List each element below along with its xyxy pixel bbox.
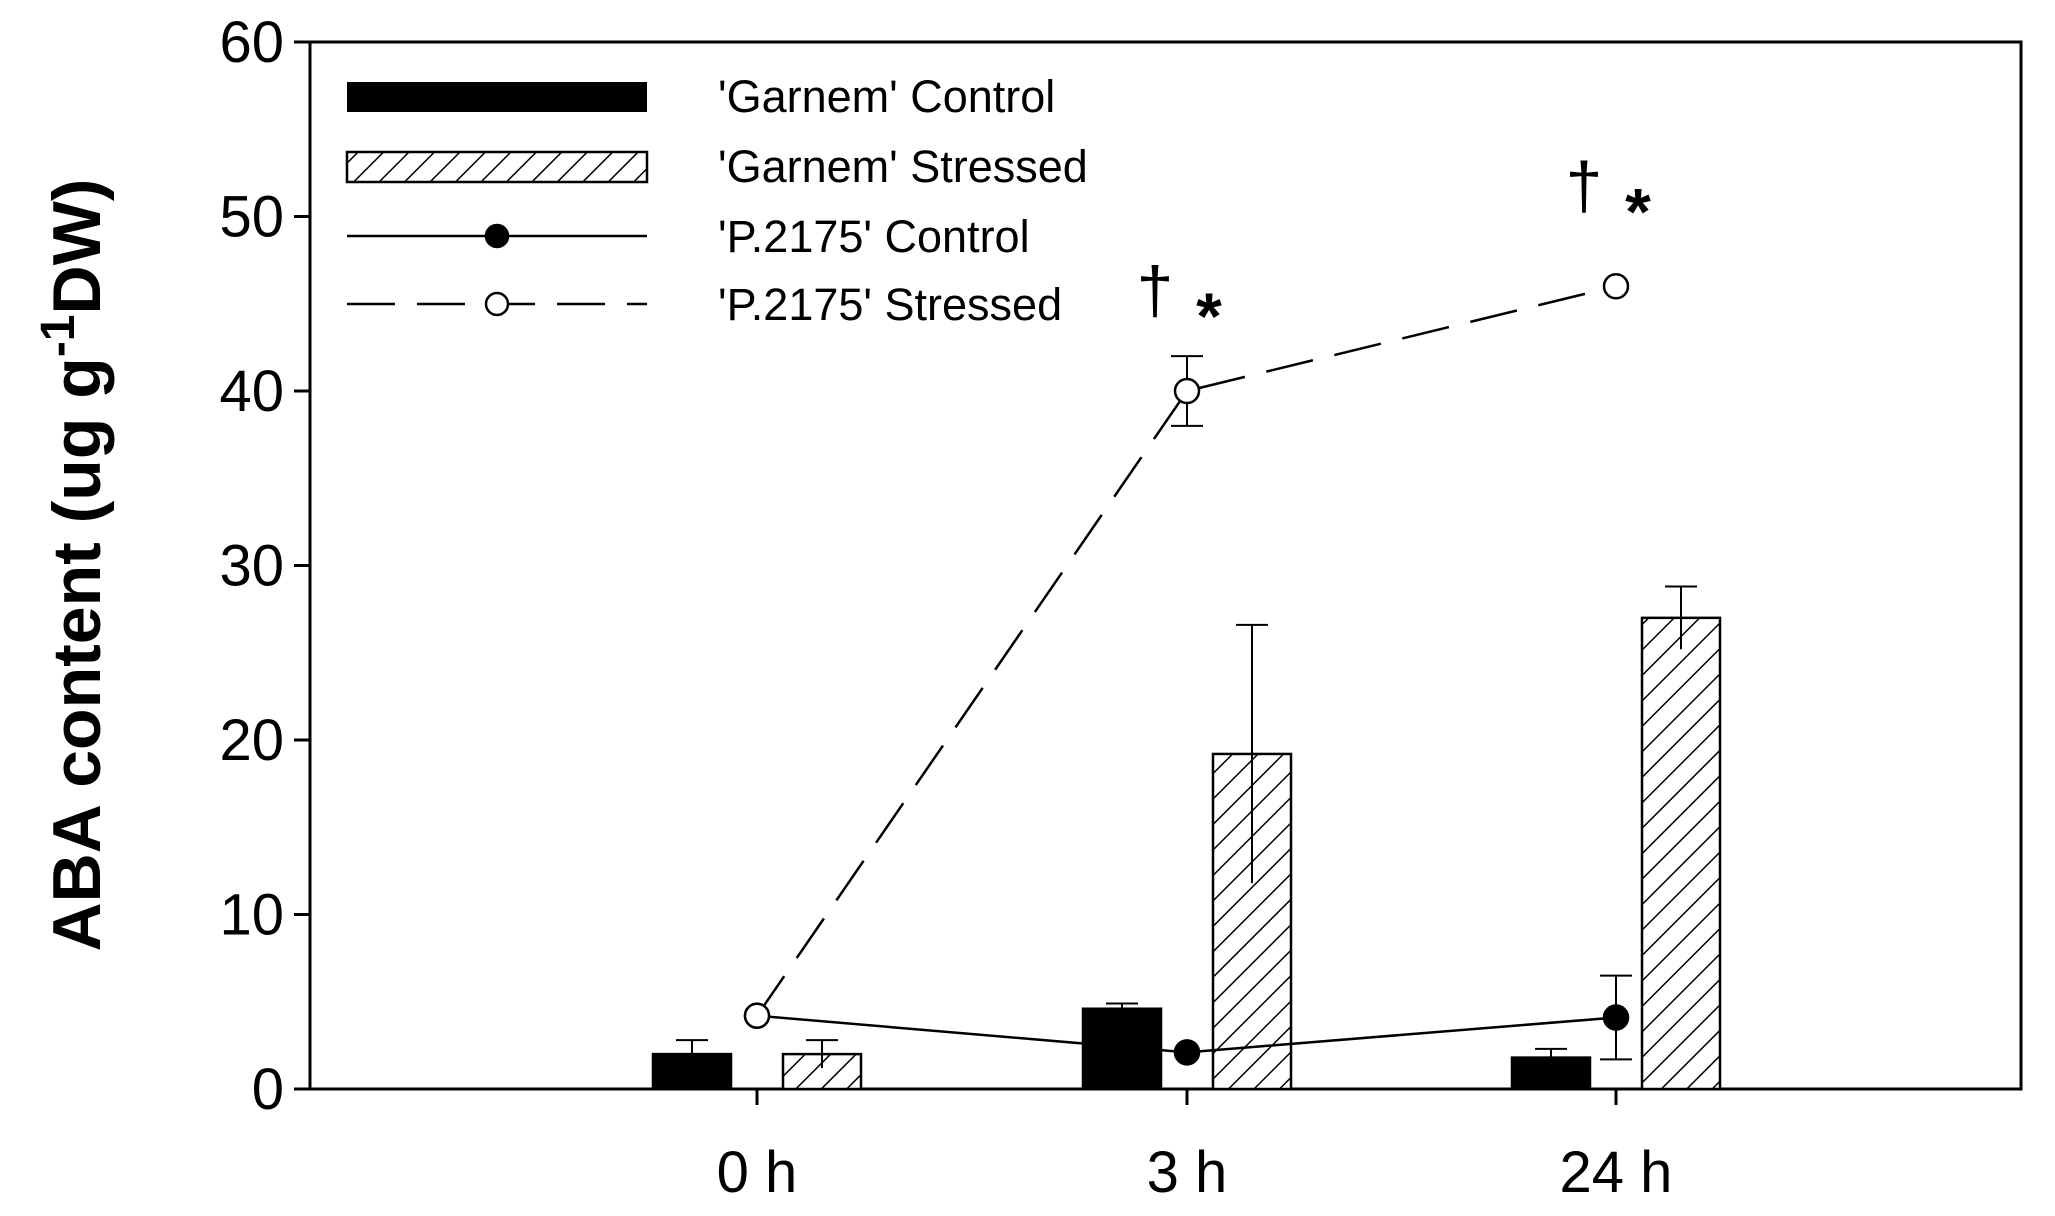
bar-garnem-control xyxy=(1510,1056,1592,1091)
y-tick-label: 30 xyxy=(219,534,284,599)
point-p2175-control xyxy=(1173,1039,1201,1066)
significance-asterisk: * xyxy=(1196,279,1222,353)
y-axis-title-end: DW) xyxy=(39,179,115,315)
legend-label-garnem-stressed: 'Garnem' Stressed xyxy=(718,141,1088,192)
y-tick-label: 40 xyxy=(219,359,284,424)
y-axis: 0 10 20 30 40 50 60 xyxy=(219,10,310,1122)
x-tick-label: 0 h xyxy=(717,1140,798,1205)
y-axis-title-sup: -1 xyxy=(32,314,85,357)
point-p2175-stressed xyxy=(1173,377,1201,405)
legend-swatch-garnem-control xyxy=(347,82,647,112)
bar-series xyxy=(651,585,1722,1091)
legend-label-p2175-stressed: 'P.2175' Stressed xyxy=(718,279,1062,330)
point-p2175-stressed xyxy=(743,1002,771,1029)
y-axis-title-main: ABA content (ug g xyxy=(39,357,115,951)
y-tick-label: 50 xyxy=(219,185,284,250)
significance-asterisk: * xyxy=(1625,174,1651,248)
x-tick-label: 3 h xyxy=(1147,1140,1228,1205)
bar-garnem-stressed xyxy=(1640,616,1722,1091)
x-tick-label: 24 h xyxy=(1560,1140,1673,1205)
y-axis-title: ABA content (ug g-1DW) xyxy=(32,179,115,952)
significance-dagger: † xyxy=(1137,253,1174,327)
point-p2175-control xyxy=(1602,1004,1630,1031)
line-p2175-stressed xyxy=(755,285,1617,1017)
y-tick-label: 20 xyxy=(219,708,284,773)
legend: 'Garnem' Control 'Garnem' Stressed 'P.21… xyxy=(345,71,1088,330)
point-p2175-stressed xyxy=(1602,273,1630,300)
legend-label-garnem-control: 'Garnem' Control xyxy=(718,71,1055,122)
significance-markers: † * † * xyxy=(1137,148,1652,353)
y-tick-label: 10 xyxy=(219,883,284,948)
line-series xyxy=(743,273,1632,1066)
y-tick-label: 0 xyxy=(252,1057,284,1122)
legend-label-p2175-control: 'P.2175' Control xyxy=(718,211,1030,262)
legend-marker-p2175-stressed xyxy=(484,291,510,317)
legend-swatch-garnem-stressed xyxy=(345,150,649,184)
y-tick-label: 60 xyxy=(219,10,284,75)
plot-frame xyxy=(308,40,2023,1091)
x-axis: 0 h 3 h 24 h xyxy=(717,1089,1673,1205)
significance-dagger: † xyxy=(1566,148,1603,222)
legend-marker-p2175-control xyxy=(484,223,510,249)
